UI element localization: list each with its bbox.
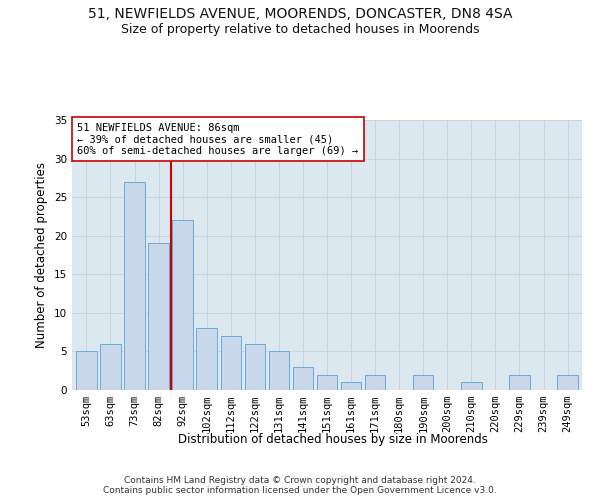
- Bar: [269, 352, 289, 390]
- Bar: [509, 374, 530, 390]
- Text: Size of property relative to detached houses in Moorends: Size of property relative to detached ho…: [121, 22, 479, 36]
- Bar: [557, 374, 578, 390]
- Bar: [461, 382, 482, 390]
- Bar: [245, 344, 265, 390]
- Bar: [124, 182, 145, 390]
- Text: 51 NEWFIELDS AVENUE: 86sqm
← 39% of detached houses are smaller (45)
60% of semi: 51 NEWFIELDS AVENUE: 86sqm ← 39% of deta…: [77, 122, 358, 156]
- Bar: [172, 220, 193, 390]
- Bar: [365, 374, 385, 390]
- Bar: [76, 352, 97, 390]
- Text: Contains HM Land Registry data © Crown copyright and database right 2024.
Contai: Contains HM Land Registry data © Crown c…: [103, 476, 497, 495]
- Text: Distribution of detached houses by size in Moorends: Distribution of detached houses by size …: [178, 432, 488, 446]
- Text: 51, NEWFIELDS AVENUE, MOORENDS, DONCASTER, DN8 4SA: 51, NEWFIELDS AVENUE, MOORENDS, DONCASTE…: [88, 8, 512, 22]
- Bar: [317, 374, 337, 390]
- Bar: [100, 344, 121, 390]
- Bar: [293, 367, 313, 390]
- Bar: [196, 328, 217, 390]
- Bar: [413, 374, 433, 390]
- Bar: [148, 244, 169, 390]
- Bar: [341, 382, 361, 390]
- Bar: [221, 336, 241, 390]
- Y-axis label: Number of detached properties: Number of detached properties: [35, 162, 49, 348]
